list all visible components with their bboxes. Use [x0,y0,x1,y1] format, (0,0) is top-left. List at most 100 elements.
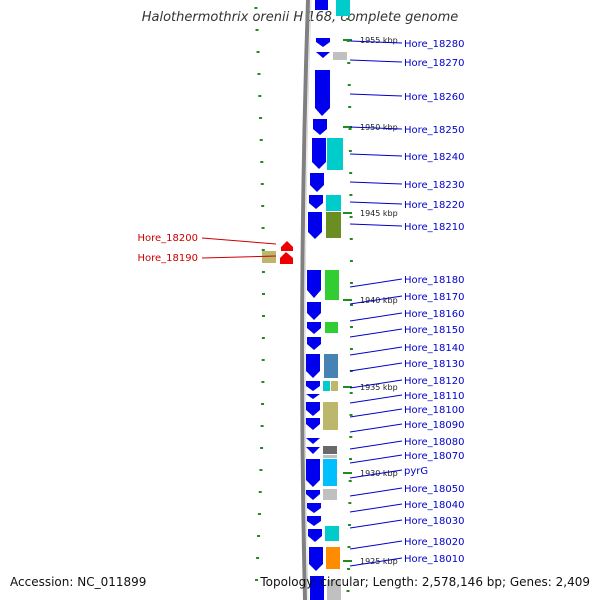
label-leader-line [349,519,403,529]
feature-arrow[interactable] [307,337,321,350]
feature-arrow[interactable] [306,438,320,444]
gene-label[interactable]: Hore_18130 [404,359,465,370]
label-leader-line [349,423,403,433]
gene-label[interactable]: pyrG [404,466,428,477]
feature-box[interactable] [323,489,337,500]
feature-arrow[interactable] [316,52,330,58]
gene-label[interactable]: Hore_18080 [404,437,465,448]
label-leader-line [349,346,403,356]
genome-backbone [300,0,310,600]
feature-box[interactable] [326,212,341,238]
label-leader-line [349,379,403,389]
feature-arrow[interactable] [307,322,321,334]
gene-label[interactable]: Hore_18190 [138,253,199,264]
feature-box[interactable] [325,270,339,300]
feature-box[interactable] [331,381,338,391]
feature-box[interactable] [323,446,337,454]
gene-label[interactable]: Hore_18150 [404,325,465,336]
gene-label[interactable]: Hore_18090 [404,420,465,431]
feature-arrow[interactable] [307,503,321,513]
gene-label[interactable]: Hore_18110 [404,391,465,402]
gene-label[interactable]: Hore_18240 [404,152,465,163]
feature-arrow[interactable] [313,119,327,135]
feature-arrow[interactable] [308,529,322,542]
feature-box[interactable] [326,547,340,569]
feature-arrow[interactable] [315,70,330,116]
gene-label[interactable]: Hore_18120 [404,376,465,387]
label-leader-line [349,487,403,497]
kbp-label: 1955 kbp [360,36,398,45]
feature-arrow[interactable] [309,547,323,571]
gene-label[interactable]: Hore_18170 [404,292,465,303]
gene-label[interactable]: Hore_18050 [404,484,465,495]
gene-label[interactable]: Hore_18200 [138,233,199,244]
label-leader-line [349,362,403,372]
genome-backbone-highlight [304,0,312,600]
feature-arrow[interactable] [306,459,320,487]
reverse-feature-arrow[interactable] [281,241,293,251]
gene-label[interactable]: Hore_18270 [404,58,465,69]
gene-label[interactable]: Hore_18070 [404,451,465,462]
gene-label[interactable]: Hore_18040 [404,500,465,511]
label-leader-line [349,295,403,305]
label-leader-line [349,201,403,205]
gene-label[interactable]: Hore_18230 [404,180,465,191]
gene-label[interactable]: Hore_18180 [404,275,465,286]
gene-label[interactable]: Hore_18030 [404,516,465,527]
kbp-label: 1945 kbp [360,209,398,218]
feature-box[interactable] [323,455,337,458]
feature-arrow[interactable] [306,447,320,454]
feature-arrow[interactable] [310,576,324,600]
feature-arrow[interactable] [309,195,323,209]
feature-arrow[interactable] [307,302,321,320]
gene-label[interactable]: Hore_18100 [404,405,465,416]
gene-label[interactable]: Hore_18140 [404,343,465,354]
feature-arrow[interactable] [306,394,320,399]
gene-label[interactable]: Hore_18250 [404,125,465,136]
feature-box[interactable] [262,251,276,263]
gene-label[interactable]: Hore_18220 [404,200,465,211]
feature-arrow[interactable] [315,0,328,10]
feature-arrow[interactable] [308,212,322,239]
gene-label[interactable]: Hore_18160 [404,309,465,320]
label-leader-line [201,255,277,259]
feature-box[interactable] [323,402,338,430]
label-leader-line [349,440,403,450]
label-leader-line [349,59,403,63]
feature-arrow[interactable] [306,490,320,500]
feature-box[interactable] [325,526,339,541]
gene-label[interactable]: Hore_18280 [404,39,465,50]
feature-box[interactable] [327,580,341,600]
feature-box[interactable] [326,195,341,211]
gene-label[interactable]: Hore_18020 [404,537,465,548]
feature-arrow[interactable] [307,516,321,526]
feature-box[interactable] [327,138,343,170]
kbp-label: 1940 kbp [360,296,398,305]
feature-box[interactable] [325,322,338,333]
label-leader-line [349,408,403,418]
feature-arrow[interactable] [307,270,321,298]
tick-marks [254,7,353,592]
feature-arrow[interactable] [306,418,320,430]
feature-arrow[interactable] [306,381,320,391]
genome-title: Halothermothrix orenii H 168, complete g… [141,10,459,25]
feature-box[interactable] [323,459,337,486]
feature-arrow[interactable] [316,38,330,47]
feature-track [262,0,350,600]
reverse-feature-arrow[interactable] [280,252,293,264]
feature-box[interactable] [333,52,347,60]
gene-label[interactable]: Hore_18260 [404,92,465,103]
gene-label[interactable]: Hore_18210 [404,222,465,233]
feature-arrow[interactable] [306,354,320,378]
gene-label[interactable]: Hore_18010 [404,554,465,565]
feature-arrow[interactable] [310,173,324,192]
label-leader-line [349,93,403,97]
feature-box[interactable] [324,354,338,378]
feature-box[interactable] [323,381,330,391]
feature-arrow[interactable] [306,402,320,416]
label-leader-line [349,454,403,464]
feature-box[interactable] [336,0,350,16]
accession-text: Accession: NC_011899 [10,575,147,589]
feature-arrow[interactable] [312,138,326,169]
